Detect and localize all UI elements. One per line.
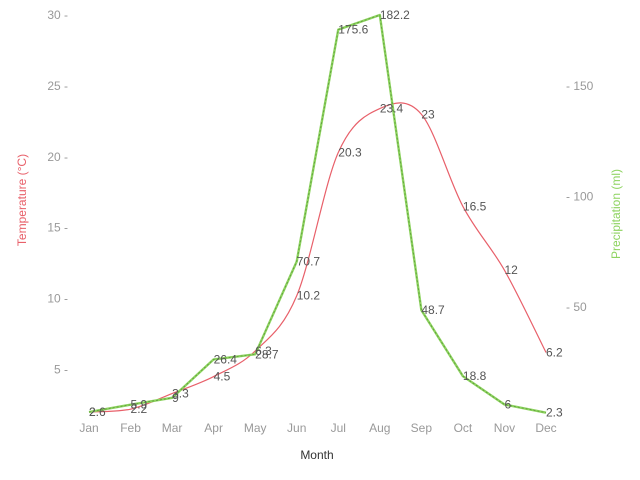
- x-tick-label: Jun: [287, 421, 306, 435]
- data-label: 16.5: [463, 199, 487, 213]
- right-axis-title: Precipitation (ml): [609, 169, 623, 259]
- data-label: 6: [504, 397, 511, 411]
- left-tick-label: 5 -: [54, 362, 68, 376]
- data-label: 23: [421, 107, 435, 121]
- data-label: 20.3: [338, 146, 362, 160]
- data-label: 2.6: [89, 405, 106, 419]
- left-axis-title: Temperature (°C): [15, 154, 29, 246]
- x-tick-label: Mar: [162, 421, 183, 435]
- data-label: 6.3: [255, 344, 272, 358]
- data-label: 2: [89, 405, 96, 419]
- x-tick-label: Apr: [204, 421, 223, 435]
- data-label: 23.4: [380, 102, 404, 116]
- data-label: 5.9: [131, 398, 148, 412]
- series-lines: [88, 13, 547, 414]
- precipitation-line: [88, 13, 547, 414]
- x-axis-ticks: Jan Feb Mar Apr May Jun Jul Aug Sep Oct Nov Dec: [79, 421, 556, 435]
- data-label: 18.8: [463, 369, 487, 383]
- data-label: 2.2: [131, 402, 148, 416]
- data-label: 26.4: [214, 352, 238, 366]
- left-axis-ticks: 5 - 10 - 15 - 20 - 25 - 30 -: [47, 8, 68, 376]
- right-tick-label: - 50: [566, 300, 587, 314]
- x-tick-label: Sep: [411, 421, 433, 435]
- x-tick-label: Feb: [120, 421, 141, 435]
- left-tick-label: 25 -: [47, 79, 68, 93]
- precipitation-line-dash: [88, 14, 547, 414]
- x-tick-label: Oct: [454, 421, 473, 435]
- data-label: 2.3: [546, 406, 563, 420]
- data-label: 3.3: [172, 387, 189, 401]
- right-tick-label: - 100: [566, 190, 594, 204]
- left-tick-label: 20 -: [47, 150, 68, 164]
- data-label: 70.7: [297, 254, 321, 268]
- x-tick-label: Jul: [331, 421, 346, 435]
- left-tick-label: 10 -: [47, 292, 68, 306]
- data-label: 182.2: [380, 8, 410, 22]
- temperature-line: [88, 102, 547, 413]
- data-label: 4.5: [214, 370, 231, 384]
- data-label: 9: [172, 391, 179, 405]
- right-axis-ticks: - 50 - 100 - 150: [566, 79, 594, 314]
- data-label: 175.6: [338, 23, 368, 37]
- left-tick-label: 15 -: [47, 221, 68, 235]
- x-tick-label: Nov: [494, 421, 515, 435]
- data-labels: 2 2.2 3.3 4.5 6.3 10.2 20.3 23.4 23 16.5 12 6.2 2.6 5…: [89, 8, 563, 420]
- x-tick-label: May: [244, 421, 267, 435]
- data-label: 48.7: [421, 303, 445, 317]
- x-tick-label: Dec: [535, 421, 556, 435]
- x-tick-label: Jan: [79, 421, 98, 435]
- x-axis-title: Month: [300, 448, 333, 462]
- data-label: 12: [504, 263, 518, 277]
- right-tick-label: - 150: [566, 79, 594, 93]
- data-label: 28.7: [255, 347, 279, 361]
- left-tick-label: 30 -: [47, 8, 68, 22]
- x-tick-label: Aug: [369, 421, 390, 435]
- data-label: 10.2: [297, 289, 321, 303]
- data-label: 6.2: [546, 345, 563, 359]
